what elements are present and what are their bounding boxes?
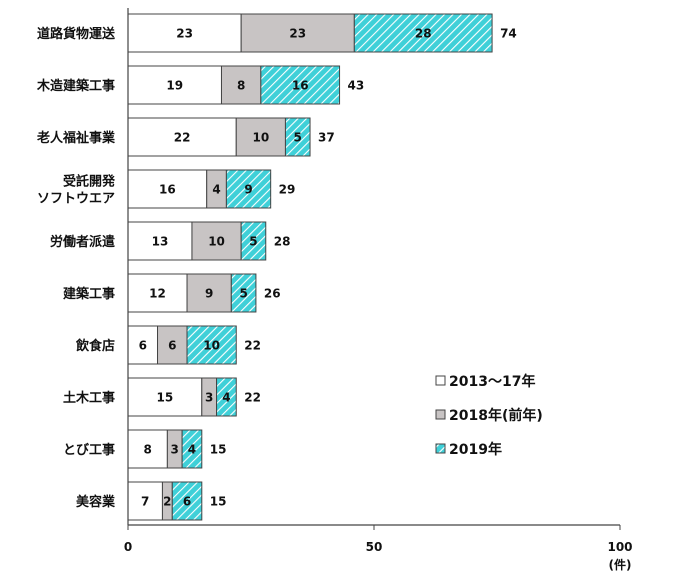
category-labels: 道路貨物運送木造建築工事老人福祉事業受託開発ソフトウエア労働者派遣建築工事飲食店…	[36, 26, 116, 510]
segment-value-label: 23	[176, 27, 193, 41]
segment-value-label: 10	[203, 339, 220, 353]
bar-segment	[127, 117, 237, 157]
legend-swatch	[435, 375, 446, 386]
total-value-label: 37	[318, 131, 335, 145]
segment-value-label: 15	[157, 391, 174, 405]
segment-value-label: 16	[159, 183, 176, 197]
bar-segment	[186, 273, 232, 313]
total-value-label: 28	[274, 235, 291, 249]
total-value-label: 26	[264, 287, 281, 301]
bar-segment	[216, 377, 237, 417]
segment-value-label: 9	[205, 287, 213, 301]
segment-value-label: 10	[208, 235, 225, 249]
bar-segment	[284, 117, 311, 157]
bar-segment	[127, 13, 242, 53]
category-label: とび工事	[63, 442, 115, 458]
segment-value-label: 22	[174, 131, 191, 145]
segment-value-label: 4	[212, 183, 220, 197]
legend-swatch	[435, 443, 446, 454]
x-tick-label: 100	[607, 540, 632, 554]
segment-value-label: 3	[205, 391, 213, 405]
legend-swatch	[435, 409, 446, 420]
segment-value-label: 6	[168, 339, 176, 353]
x-tick-label: 0	[124, 540, 132, 554]
segment-value-label: 6	[139, 339, 147, 353]
bar-segment	[181, 429, 203, 469]
segment-value-label: 4	[188, 443, 196, 457]
legend: 2013～17年 2018年(前年) 2019年	[435, 373, 543, 458]
segment-value-label: 5	[294, 131, 302, 145]
total-value-label: 15	[210, 443, 227, 457]
bar-segment	[220, 65, 262, 105]
segment-value-label: 4	[222, 391, 230, 405]
segment-value-label: 16	[292, 79, 309, 93]
total-value-label: 74	[500, 27, 517, 41]
x-unit-label: (件)	[609, 557, 632, 572]
bar-segment	[230, 273, 257, 313]
category-label: 美容業	[76, 494, 116, 510]
legend-label: 2013～17年	[449, 373, 535, 390]
legend-label: 2018年(前年)	[449, 407, 543, 424]
category-label: 労働者派遣	[50, 234, 115, 250]
segment-value-label: 23	[289, 27, 306, 41]
segment-value-label: 5	[239, 287, 247, 301]
category-label: 受託開発ソフトウエア	[37, 174, 116, 207]
segment-value-label: 8	[237, 79, 245, 93]
bar-segment	[171, 481, 203, 521]
bar-segment	[240, 221, 267, 261]
segment-value-label: 12	[149, 287, 166, 301]
x-tick-label: 50	[366, 540, 383, 554]
segment-value-label: 6	[183, 495, 191, 509]
bar-segment	[186, 325, 237, 365]
segment-value-label: 3	[171, 443, 179, 457]
bar-segment	[127, 221, 193, 261]
segment-value-label: 2	[163, 495, 171, 509]
total-value-label: 43	[348, 79, 365, 93]
bar-segment	[157, 325, 188, 365]
x-axis: 0 50 100 (件)	[124, 8, 633, 572]
total-value-label: 29	[279, 183, 296, 197]
segment-value-label: 10	[252, 131, 269, 145]
category-label: 老人福祉事業	[36, 130, 116, 146]
bar-segment	[260, 65, 341, 105]
category-label: 飲食店	[75, 338, 115, 354]
bar-segment	[127, 169, 208, 209]
category-label: 土木工事	[63, 390, 115, 406]
bar-segment	[353, 13, 493, 53]
total-value-label: 15	[210, 495, 227, 509]
category-label: 建築工事	[63, 286, 115, 302]
bar-segment	[191, 221, 242, 261]
bar-segment	[127, 377, 203, 417]
segment-value-label: 28	[415, 27, 432, 41]
segment-value-label: 5	[249, 235, 257, 249]
legend-label: 2019年	[449, 441, 502, 458]
bar-segment	[127, 481, 163, 521]
total-value-label: 22	[244, 339, 261, 353]
total-value-label: 22	[244, 391, 261, 405]
category-label: 木造建築工事	[36, 78, 115, 94]
segment-value-label: 9	[244, 183, 252, 197]
segment-value-label: 19	[166, 79, 183, 93]
segment-value-label: 13	[152, 235, 169, 249]
bar-segment	[240, 13, 355, 53]
segment-value-label: 8	[144, 443, 152, 457]
category-label: 道路貨物運送	[37, 26, 116, 42]
bar-segment	[225, 169, 272, 209]
segment-value-label: 7	[141, 495, 149, 509]
